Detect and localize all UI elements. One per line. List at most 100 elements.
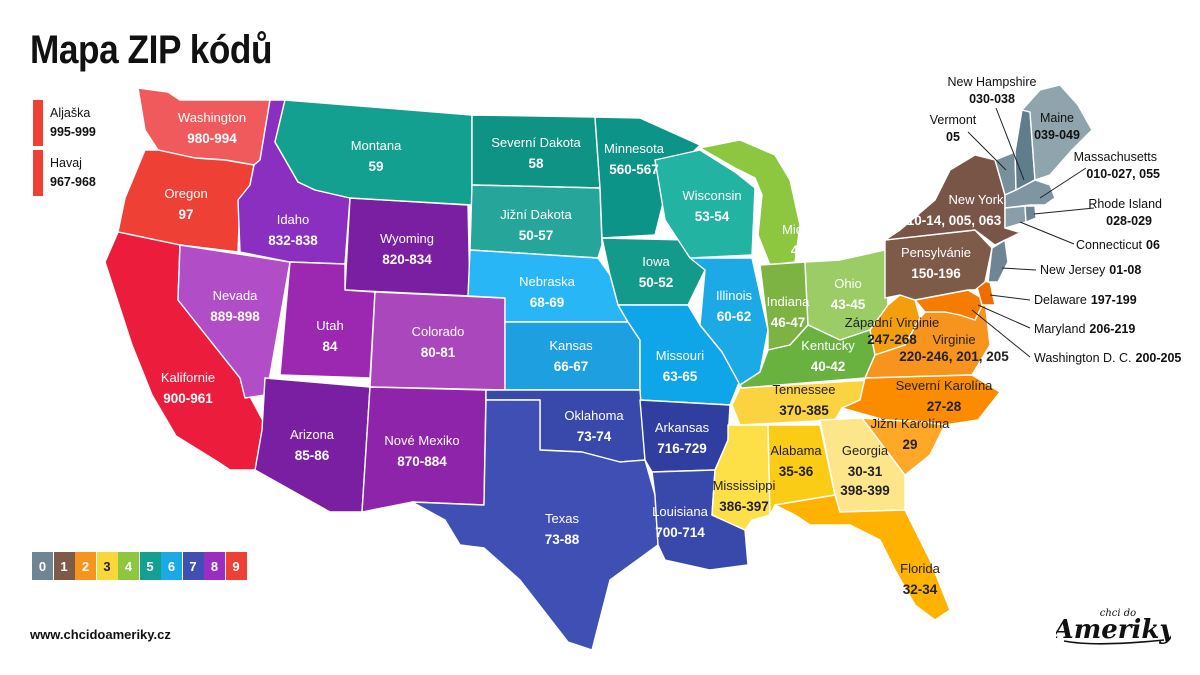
label-michigan: Michigan 48-49 — [782, 222, 834, 258]
svg-text:220-246, 201, 205: 220-246, 201, 205 — [899, 349, 1009, 364]
svg-text:46-47: 46-47 — [771, 315, 806, 330]
svg-text:27-28: 27-28 — [927, 399, 962, 414]
map-title: Mapa ZIP kódů — [30, 28, 273, 72]
svg-text:Kansas: Kansas — [549, 338, 593, 353]
state-new-jersey[interactable] — [987, 239, 1009, 283]
label-virginia: Virginie 220-246, 201, 205 — [899, 332, 1009, 364]
svg-text:Kentucky: Kentucky — [801, 338, 855, 353]
state-nevada[interactable] — [177, 244, 291, 399]
svg-text:Colorado: Colorado — [412, 324, 465, 339]
label-georgia: Georgia 30-31 398-399 — [840, 443, 890, 498]
svg-text:58: 58 — [528, 156, 544, 171]
svg-text:010-027, 055: 010-027, 055 — [1086, 167, 1160, 181]
svg-text:New Hampshire: New Hampshire — [948, 75, 1037, 89]
label-washington: Washington 980-994 — [178, 110, 246, 146]
svg-text:10-14, 005, 063: 10-14, 005, 063 — [907, 213, 1002, 228]
inset-alaska-zip: 995-999 — [50, 125, 96, 139]
label-kentucky: Kentucky 40-42 — [801, 338, 855, 374]
ext-label-delaware: Delaware 197-199 — [989, 293, 1137, 307]
svg-text:Illinois: Illinois — [716, 288, 753, 303]
state-minnesota[interactable] — [594, 116, 701, 239]
state-texas[interactable] — [411, 399, 659, 651]
svg-text:Missouri: Missouri — [656, 348, 705, 363]
state-wyoming[interactable] — [344, 197, 471, 297]
label-north-carolina: Severní Karolína 27-28 — [896, 378, 994, 414]
label-mississippi: Mississippi 386-397 — [713, 478, 776, 514]
svg-text:Washington: Washington — [178, 110, 246, 125]
state-rhode-island[interactable] — [1024, 205, 1037, 223]
svg-text:Oklahoma: Oklahoma — [564, 408, 624, 423]
state-connecticut[interactable] — [1004, 205, 1027, 229]
state-pennsylvania[interactable] — [884, 229, 993, 301]
state-colorado[interactable] — [369, 291, 506, 391]
inset-alaska: Aljaška 995-999 — [50, 104, 96, 142]
svg-text:Indiana: Indiana — [767, 294, 810, 309]
svg-text:50-57: 50-57 — [519, 228, 554, 243]
state-south-carolina[interactable] — [861, 417, 946, 476]
legend-swatch-6: 6 — [161, 552, 182, 580]
label-wisconsin: Wisconsin 53-54 — [682, 188, 741, 224]
svg-text:Severní Karolína: Severní Karolína — [896, 378, 994, 393]
svg-text:716-729: 716-729 — [657, 441, 707, 456]
svg-text:53-54: 53-54 — [695, 209, 730, 224]
legend-swatch-4: 4 — [118, 552, 139, 580]
svg-text:370-385: 370-385 — [779, 403, 829, 418]
state-south-dakota[interactable] — [469, 184, 603, 259]
legend-swatch-5: 5 — [139, 552, 161, 580]
legend-swatch-9: 9 — [225, 552, 247, 580]
label-ohio: Ohio 43-45 — [831, 276, 866, 312]
label-california: Kalifornie 900-961 — [161, 370, 215, 406]
svg-text:73-88: 73-88 — [545, 532, 580, 547]
state-florida[interactable] — [774, 494, 951, 621]
state-arkansas[interactable] — [639, 399, 731, 473]
legend-swatch-1: 1 — [53, 552, 75, 580]
state-kansas[interactable] — [504, 321, 641, 391]
label-minnesota: Minnesota 560-567 — [604, 141, 665, 177]
svg-text:84: 84 — [322, 339, 338, 354]
svg-text:820-834: 820-834 — [382, 252, 432, 267]
state-maine[interactable] — [1021, 84, 1093, 181]
svg-text:900-961: 900-961 — [163, 391, 213, 406]
svg-text:chci do: chci do — [1100, 608, 1136, 619]
svg-text:Mississippi: Mississippi — [713, 478, 776, 493]
state-arizona[interactable] — [254, 377, 371, 513]
website-url[interactable]: www.chcidoameriky.cz — [30, 627, 171, 642]
svg-text:028-029: 028-029 — [1106, 214, 1152, 228]
svg-text:Texas: Texas — [545, 511, 579, 526]
svg-text:50-52: 50-52 — [639, 275, 674, 290]
state-maryland[interactable] — [914, 289, 986, 321]
svg-text:Rhode Island: Rhode Island — [1088, 197, 1162, 211]
legend-swatch-0: 0 — [32, 552, 53, 580]
ext-label-vermont: Vermont 05 — [930, 113, 1007, 171]
legend-swatch-3: 3 — [96, 552, 118, 580]
svg-text:386-397: 386-397 — [719, 499, 769, 514]
label-illinois: Illinois 60-62 — [716, 288, 753, 324]
label-indiana: Indiana 46-47 — [767, 294, 810, 330]
svg-text:Michigan: Michigan — [782, 222, 834, 237]
legend-swatch-2: 2 — [75, 552, 96, 580]
state-wisconsin[interactable] — [654, 149, 756, 259]
svg-text:Severní Dakota: Severní Dakota — [491, 135, 581, 150]
label-nebraska: Nebraska 68-69 — [519, 274, 575, 310]
state-missouri[interactable] — [617, 304, 741, 406]
state-north-dakota[interactable] — [471, 114, 601, 189]
label-new-mexico: Nové Mexiko 870-884 — [384, 433, 459, 469]
svg-text:Arizona: Arizona — [290, 427, 335, 442]
svg-text:97: 97 — [178, 207, 193, 222]
label-arkansas: Arkansas 716-729 — [655, 420, 710, 456]
svg-text:Nebraska: Nebraska — [519, 274, 575, 289]
state-new-mexico[interactable] — [361, 386, 487, 513]
svg-text:29: 29 — [902, 437, 917, 452]
svg-text:870-884: 870-884 — [397, 454, 447, 469]
svg-text:05: 05 — [946, 130, 960, 144]
svg-text:150-196: 150-196 — [911, 266, 961, 281]
label-florida: Florida 32-34 — [900, 561, 941, 597]
svg-text:Utah: Utah — [316, 318, 343, 333]
state-kentucky[interactable] — [739, 324, 876, 389]
svg-text:Georgia: Georgia — [842, 443, 889, 458]
